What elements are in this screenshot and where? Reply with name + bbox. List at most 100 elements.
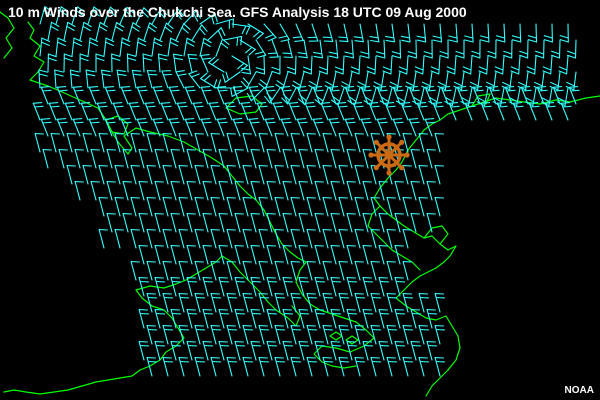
wind-barb xyxy=(218,309,230,329)
wind-barb xyxy=(168,86,180,105)
wind-barb xyxy=(194,133,205,153)
wind-barb xyxy=(232,86,244,105)
wind-barb xyxy=(264,86,276,105)
wind-barb xyxy=(504,86,516,105)
wind-barb xyxy=(274,325,286,345)
wind-barb xyxy=(96,102,108,121)
wind-barb xyxy=(402,293,414,313)
wind-barb xyxy=(208,102,220,121)
wind-barb xyxy=(38,69,48,89)
wind-barb xyxy=(314,341,326,361)
coastline-wrangel-island xyxy=(225,95,263,115)
wind-barb xyxy=(402,261,413,281)
wind-barb xyxy=(178,133,189,153)
wind-barb xyxy=(114,133,125,153)
wind-barb xyxy=(170,181,181,201)
wind-barb xyxy=(103,6,118,25)
wind-barb xyxy=(434,197,445,217)
wind-barb xyxy=(210,229,221,249)
wind-barb xyxy=(558,55,569,75)
wind-barb xyxy=(226,133,237,153)
wind-barb xyxy=(362,181,373,201)
wind-barb xyxy=(511,23,522,43)
wind-barb xyxy=(440,86,452,105)
wind-barb xyxy=(307,23,319,42)
wind-barb xyxy=(392,86,404,105)
wind-barb xyxy=(334,55,345,75)
wind-barb xyxy=(306,357,318,377)
wind-barb xyxy=(131,69,143,89)
wind-barb xyxy=(242,229,253,249)
wind-barb xyxy=(128,102,140,121)
wind-barb xyxy=(188,70,201,89)
wind-barb xyxy=(250,341,262,361)
wind-barb xyxy=(394,277,406,297)
wind-barb xyxy=(200,86,212,105)
wind-barb xyxy=(184,118,196,137)
wind-barb xyxy=(496,102,508,121)
wind-barb xyxy=(266,181,277,201)
wind-barb xyxy=(210,197,221,217)
wind-barb xyxy=(69,69,80,89)
wind-barb xyxy=(426,149,437,169)
wind-barb xyxy=(290,165,301,185)
wind-barb xyxy=(368,102,380,121)
wind-barb xyxy=(234,181,245,201)
wind-barb xyxy=(178,261,189,281)
wind-barb xyxy=(290,357,302,377)
wind-barb xyxy=(218,181,229,201)
wind-barb xyxy=(154,181,165,201)
wind-barb xyxy=(186,309,198,329)
wind-barb xyxy=(250,245,261,265)
wind-barb xyxy=(568,86,580,105)
wind-barb xyxy=(175,23,191,41)
noaa-credit: NOAA xyxy=(564,385,594,396)
wind-barb xyxy=(215,18,234,30)
wind-barb xyxy=(186,277,198,297)
wind-barb xyxy=(162,165,173,185)
wind-barb xyxy=(56,86,68,105)
wind-barb xyxy=(378,277,390,297)
wind-barb xyxy=(136,118,148,137)
wind-barb xyxy=(322,197,333,217)
wind-barb xyxy=(114,197,125,217)
wind-barb xyxy=(82,133,93,153)
wind-barb xyxy=(414,55,425,75)
wind-barb xyxy=(152,118,164,137)
wind-barb xyxy=(199,37,212,57)
wind-barb xyxy=(226,261,237,281)
wind-barb xyxy=(234,309,246,329)
wind-barb xyxy=(330,309,342,329)
wind-barb xyxy=(136,86,148,105)
wind-barb xyxy=(543,23,553,43)
map-title: 10 m Winds over the Chukchi Sea. GFS Ana… xyxy=(8,4,467,20)
wind-barb xyxy=(362,213,373,233)
wind-barb xyxy=(138,341,150,361)
wind-barb xyxy=(402,325,414,345)
wind-barb xyxy=(298,309,310,329)
wind-barb xyxy=(130,165,141,185)
wind-barb xyxy=(292,23,304,42)
wind-barb xyxy=(408,118,420,137)
wind-barb xyxy=(175,70,187,89)
wind-barb xyxy=(48,102,60,121)
wind-barb xyxy=(344,39,354,59)
wind-barb xyxy=(170,149,181,169)
wind-barb xyxy=(258,133,269,153)
wind-barb xyxy=(394,181,405,201)
wind-barb xyxy=(386,293,398,313)
wind-barb xyxy=(202,245,213,265)
wind-barb xyxy=(111,53,121,73)
wind-barb xyxy=(167,37,179,57)
wind-barb xyxy=(360,118,372,137)
wind-barb xyxy=(376,118,388,137)
wind-barb xyxy=(328,39,339,59)
wind-barb xyxy=(282,149,293,169)
wind-barb xyxy=(322,357,334,377)
wind-barb xyxy=(480,23,490,43)
wind-barb xyxy=(87,6,102,25)
wind-barb xyxy=(88,86,100,105)
wind-barb xyxy=(512,102,524,121)
wind-barb xyxy=(178,357,190,377)
